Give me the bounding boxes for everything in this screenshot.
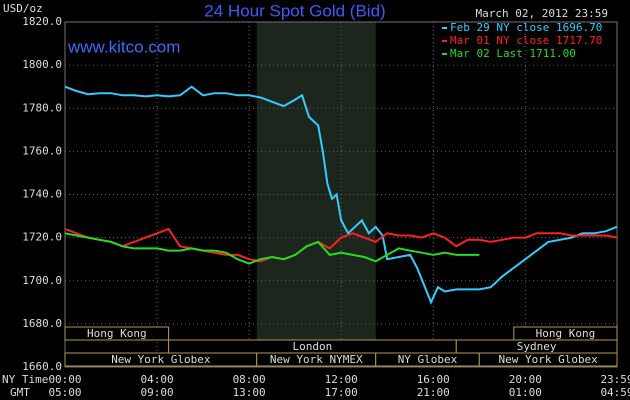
x-tick-label: 04:00 [141, 373, 174, 386]
y-tick-label: 1780.0 [22, 101, 62, 114]
x-row-label: GMT [10, 386, 30, 399]
x-tick-label: 20:00 [509, 373, 542, 386]
x-tick-label-gmt: 13:00 [233, 386, 266, 399]
session-label: Sydney [517, 340, 557, 353]
session-highlight [256, 22, 376, 367]
y-tick-label: 1720.0 [22, 231, 62, 244]
y-tick-label: 1760.0 [22, 144, 62, 157]
x-tick-label: 23:59 [600, 373, 630, 386]
series-line [64, 227, 618, 263]
session-box [64, 326, 170, 341]
x-tick-label-gmt: 04:59 [600, 386, 630, 399]
series-line [64, 232, 480, 265]
y-axis-label: USD/oz [3, 2, 43, 15]
session-label: London [293, 340, 333, 353]
y-tick-label: 1740.0 [22, 188, 62, 201]
session-label: New York Globex [498, 353, 598, 366]
series-line [64, 85, 618, 305]
legend-label: Mar 01 NY close 1717.70 [450, 34, 602, 47]
session-label: Hong Kong [87, 327, 147, 340]
x-row-label: NY Time [2, 373, 48, 386]
y-tick-label: 1700.0 [22, 274, 62, 287]
session-box [478, 352, 618, 367]
x-tick-label-gmt: 09:00 [141, 386, 174, 399]
x-tick-label: 12:00 [325, 373, 358, 386]
x-tick-label-gmt: 17:00 [325, 386, 358, 399]
x-tick-label: 00:00 [48, 373, 81, 386]
x-tick-label-gmt: 21:00 [417, 386, 450, 399]
session-label: NY Globex [398, 353, 458, 366]
y-tick-label: 1660.0 [22, 360, 62, 373]
session-label: New York Globex [111, 353, 211, 366]
chart-title: 24 Hour Spot Gold (Bid) [204, 1, 385, 20]
y-tick-label: 1820.0 [22, 15, 62, 28]
x-tick-label-gmt: 05:00 [48, 386, 81, 399]
y-tick-label: 1680.0 [22, 317, 62, 330]
y-tick-label: 1800.0 [22, 58, 62, 71]
x-tick-label: 16:00 [417, 373, 450, 386]
x-tick-label: 08:00 [233, 373, 266, 386]
legend-label: Feb 29 NY close 1696.70 [450, 21, 602, 34]
chart-subtitle: www.kitco.com [67, 37, 180, 56]
legend-label: Mar 02 Last 1711.00 [450, 47, 576, 60]
timestamp: March 02, 2012 23:59 [476, 7, 608, 20]
session-label: New York NYMEX [270, 353, 363, 366]
session-label: Hong Kong [536, 327, 596, 340]
x-tick-label-gmt: 01:00 [509, 386, 542, 399]
